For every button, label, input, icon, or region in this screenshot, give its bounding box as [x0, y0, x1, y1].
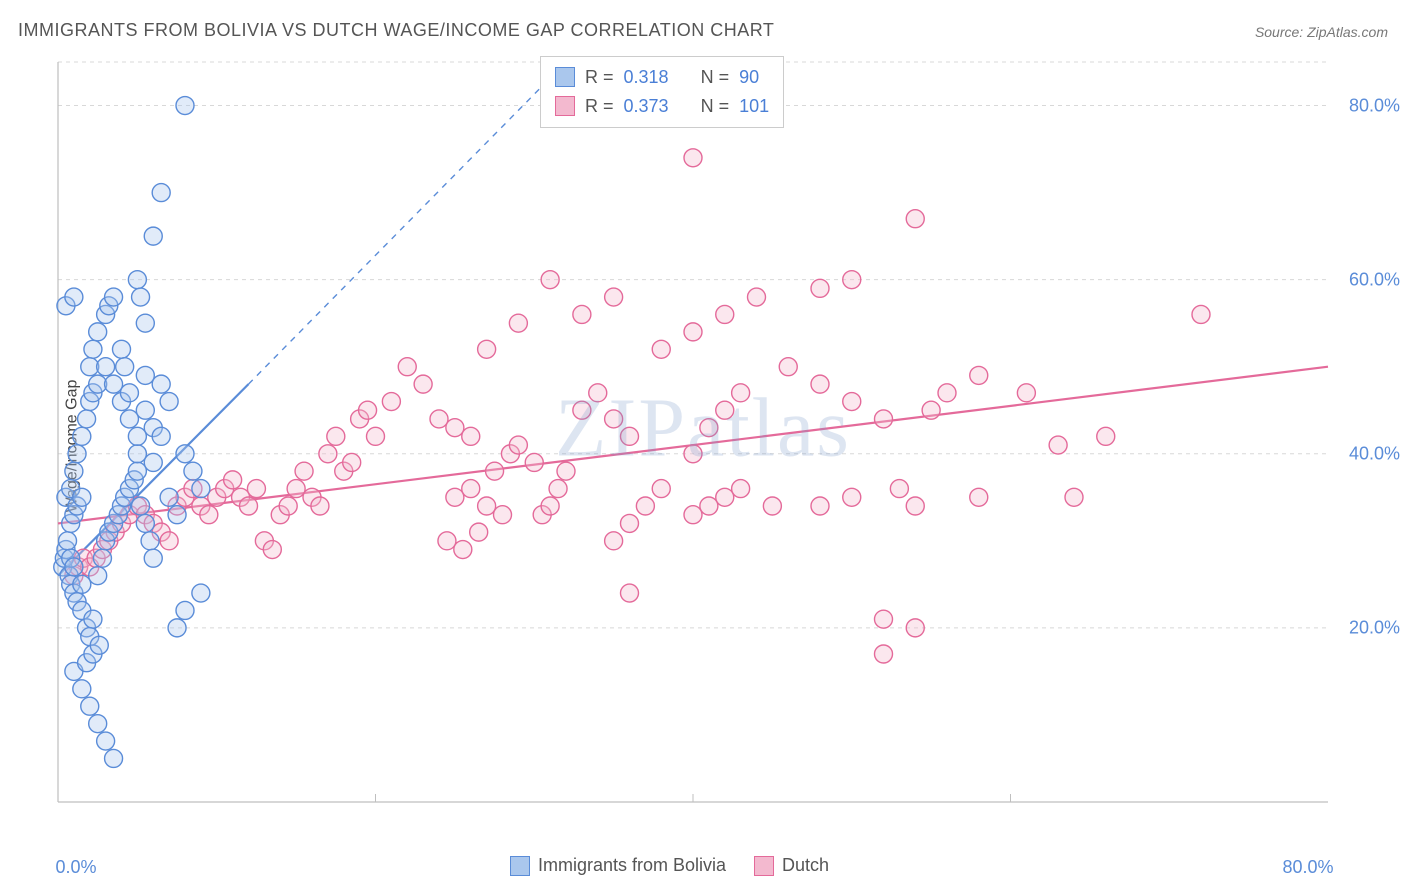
r-value-a: 0.318 — [624, 63, 669, 92]
chart-title: IMMIGRANTS FROM BOLIVIA VS DUTCH WAGE/IN… — [18, 20, 774, 41]
y-tick-label: 60.0% — [1349, 269, 1400, 290]
stats-legend: R = 0.318 N = 90 R = 0.373 N = 101 — [540, 56, 784, 128]
plot-area — [48, 52, 1388, 832]
stats-row-a: R = 0.318 N = 90 — [555, 63, 769, 92]
chart-svg — [48, 52, 1388, 832]
legend-label-b: Dutch — [782, 855, 829, 876]
r-label-a: R = — [585, 63, 614, 92]
stats-row-b: R = 0.373 N = 101 — [555, 92, 769, 121]
y-tick-label: 40.0% — [1349, 443, 1400, 464]
n-label-a: N = — [701, 63, 730, 92]
swatch-a-icon — [555, 67, 575, 87]
legend-swatch-a-icon — [510, 856, 530, 876]
x-tick-label: 80.0% — [1282, 857, 1333, 878]
series-legend: Immigrants from Bolivia Dutch — [510, 855, 829, 876]
swatch-b-icon — [555, 96, 575, 116]
y-tick-label: 20.0% — [1349, 617, 1400, 638]
n-value-a: 90 — [739, 63, 759, 92]
legend-label-a: Immigrants from Bolivia — [538, 855, 726, 876]
legend-item-a: Immigrants from Bolivia — [510, 855, 726, 876]
source-label: Source: ZipAtlas.com — [1255, 24, 1388, 40]
chart-container: IMMIGRANTS FROM BOLIVIA VS DUTCH WAGE/IN… — [0, 0, 1406, 892]
legend-swatch-b-icon — [754, 856, 774, 876]
legend-item-b: Dutch — [754, 855, 829, 876]
n-label-b: N = — [701, 92, 730, 121]
x-tick-label: 0.0% — [55, 857, 96, 878]
n-value-b: 101 — [739, 92, 769, 121]
y-tick-label: 80.0% — [1349, 95, 1400, 116]
r-label-b: R = — [585, 92, 614, 121]
r-value-b: 0.373 — [624, 92, 669, 121]
